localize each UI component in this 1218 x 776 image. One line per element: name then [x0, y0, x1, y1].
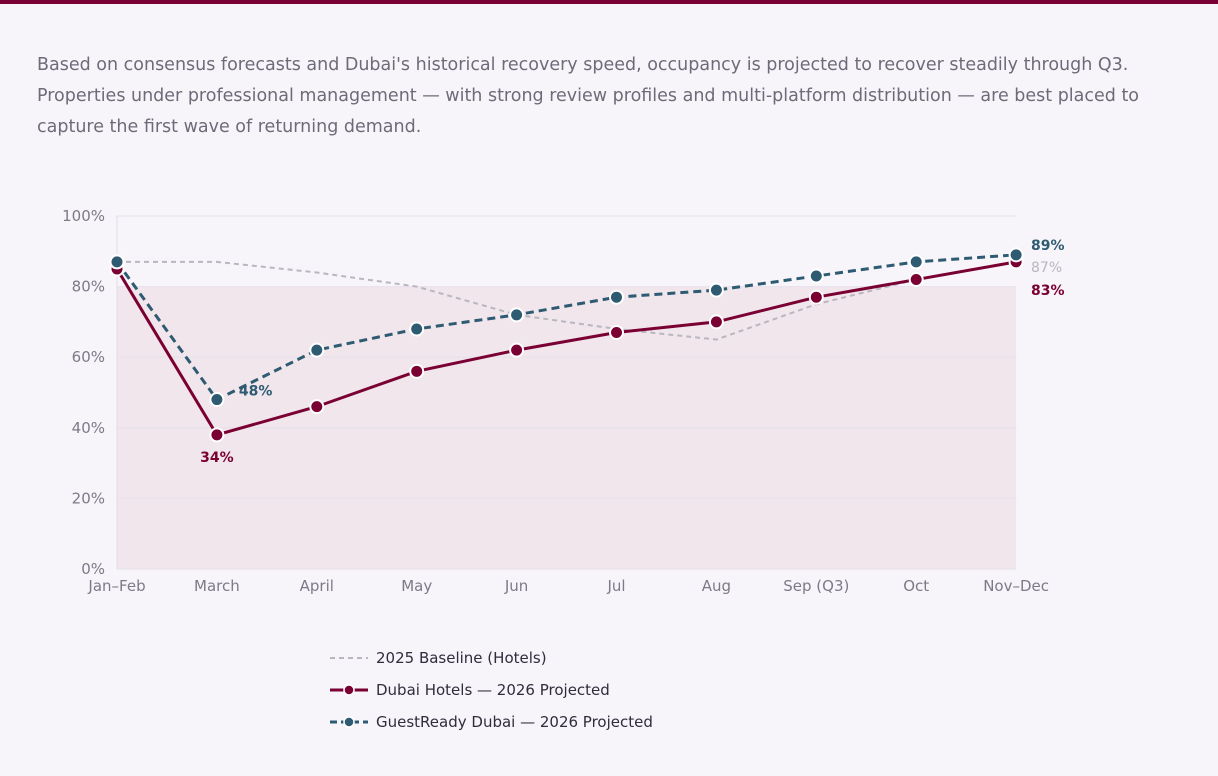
data-point	[109, 254, 125, 270]
legend-item-dubai-hotels[interactable]: Dubai Hotels — 2026 Projected	[330, 674, 653, 706]
data-label: 89%	[1031, 238, 1065, 254]
data-label: 48%	[239, 384, 273, 400]
y-tick-label: 20%	[72, 489, 105, 507]
data-point	[209, 427, 225, 443]
x-tick-label: Nov–Dec	[983, 577, 1049, 595]
x-tick-label: May	[401, 577, 432, 595]
intro-text: Based on consensus forecasts and Dubai's…	[37, 55, 1140, 137]
data-point	[609, 289, 624, 305]
data-point	[1008, 247, 1024, 263]
data-point	[708, 282, 724, 298]
data-point	[209, 392, 225, 408]
legend-label: 2025 Baseline (Hotels)	[376, 649, 547, 667]
x-tick-label: April	[300, 577, 334, 595]
series-line	[115, 253, 1017, 402]
y-tick-label: 40%	[72, 419, 105, 437]
data-label: 34%	[200, 450, 234, 466]
x-tick-label: March	[194, 577, 240, 595]
legend-item-baseline[interactable]: 2025 Baseline (Hotels)	[330, 642, 653, 674]
y-tick-label: 100%	[62, 207, 105, 225]
data-point	[409, 363, 425, 379]
data-point	[609, 324, 624, 340]
top-accent-bar	[0, 0, 1218, 4]
data-point	[409, 321, 425, 337]
x-tick-label: Aug	[702, 577, 731, 595]
data-point	[808, 289, 824, 305]
data-point	[509, 307, 525, 323]
data-point	[708, 314, 724, 330]
data-point	[309, 399, 325, 415]
data-label: 87%	[1031, 260, 1062, 276]
data-point	[808, 268, 824, 284]
x-tick-label: Jul	[606, 577, 625, 595]
data-point	[509, 342, 525, 358]
x-tick-label: Jun	[504, 577, 528, 595]
x-tick-label: Jan–Feb	[87, 577, 145, 595]
data-point	[908, 272, 924, 288]
legend: 2025 Baseline (Hotels) Dubai Hotels — 20…	[330, 642, 653, 738]
data-point	[309, 342, 325, 358]
y-tick-label: 60%	[72, 348, 105, 366]
legend-label: Dubai Hotels — 2026 Projected	[376, 681, 610, 699]
occupancy-chart: 0% 20% 40% 60% 80% 100% Jan–Feb March April May Ju…	[62, 207, 1065, 595]
legend-label: GuestReady Dubai — 2026 Projected	[376, 713, 653, 731]
series-line	[115, 260, 1017, 437]
x-tick-label: Sep (Q3)	[783, 577, 849, 595]
x-tick-label: Oct	[903, 577, 929, 595]
data-point	[908, 254, 924, 270]
data-label: 83%	[1031, 283, 1065, 299]
legend-item-guestready[interactable]: GuestReady Dubai — 2026 Projected	[330, 706, 653, 738]
y-tick-label: 0%	[81, 560, 105, 578]
y-tick-label: 80%	[72, 278, 105, 296]
